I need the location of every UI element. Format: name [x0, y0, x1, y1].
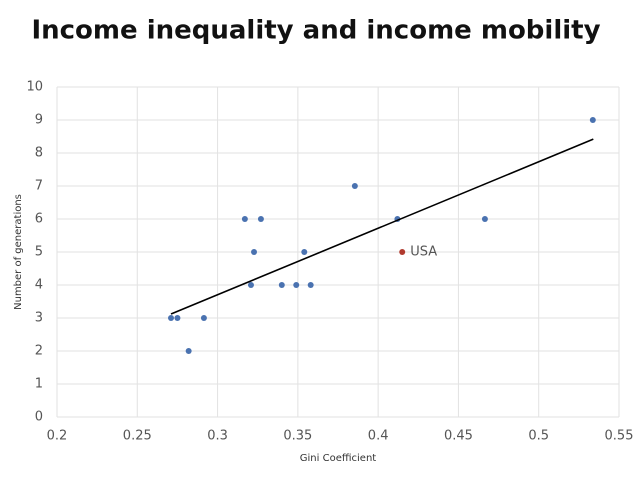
point — [589, 117, 596, 123]
point — [168, 315, 175, 321]
point — [185, 348, 192, 354]
point — [293, 282, 300, 288]
y-axis-label: Number of generations — [13, 194, 24, 310]
x-tick-label: 0.3 — [207, 429, 228, 444]
y-tick-label: 1 — [35, 377, 43, 392]
point — [481, 216, 488, 222]
y-tick-label: 2 — [35, 344, 43, 359]
y-tick-label: 9 — [35, 113, 43, 128]
y-tick-label: 0 — [35, 410, 43, 425]
x-tick-label: 0.55 — [605, 429, 634, 444]
chart-title: Income inequality and income mobility — [31, 16, 600, 46]
point — [278, 282, 285, 288]
y-tick-label: 10 — [26, 80, 43, 95]
x-tick-label: 0.25 — [123, 429, 152, 444]
x-tick-label: 0.4 — [368, 429, 389, 444]
point — [251, 249, 258, 255]
point — [257, 216, 264, 222]
x-tick-label: 0.5 — [528, 429, 549, 444]
point — [241, 216, 248, 222]
y-tick-label: 3 — [35, 311, 43, 326]
y-tick-label: 4 — [35, 278, 43, 293]
x-axis-label: Gini Coefficient — [300, 453, 377, 464]
annotation-point — [399, 249, 406, 255]
y-tick-label: 8 — [35, 146, 43, 161]
x-tick-label: 0.35 — [283, 429, 312, 444]
point — [301, 249, 308, 255]
point — [247, 282, 254, 288]
point — [174, 315, 181, 321]
point — [200, 315, 207, 321]
x-tick-label: 0.45 — [444, 429, 473, 444]
point — [307, 282, 314, 288]
point — [351, 183, 358, 189]
trend-line — [170, 138, 594, 315]
annotation-label: USA — [410, 245, 437, 260]
x-tick-label: 0.2 — [47, 429, 68, 444]
y-tick-label: 5 — [35, 245, 43, 260]
y-tick-label: 6 — [35, 212, 43, 227]
y-tick-label: 7 — [35, 179, 43, 194]
